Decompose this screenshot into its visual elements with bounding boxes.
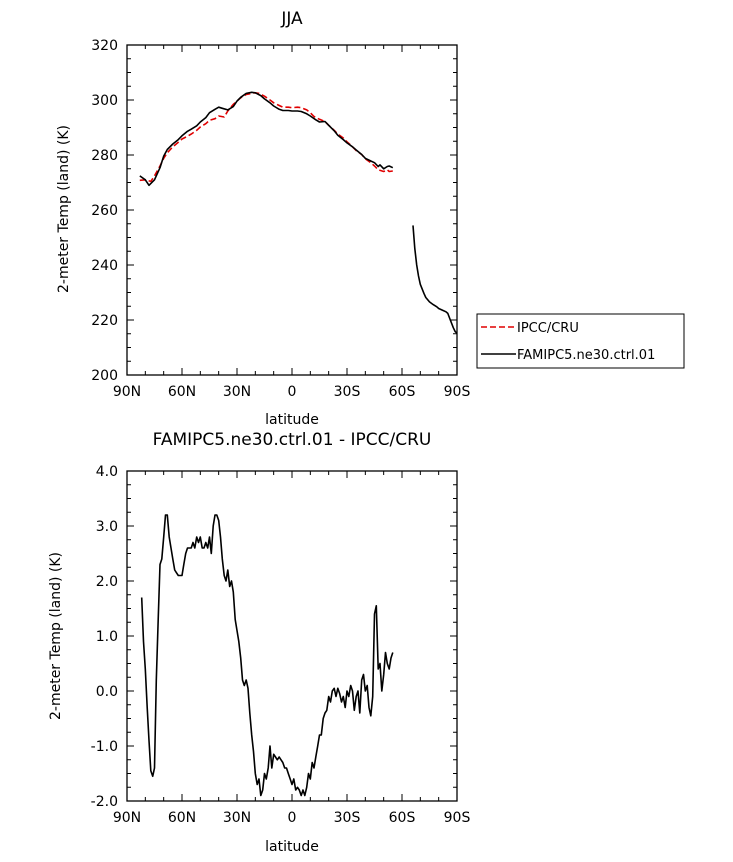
y-tick-label: 2.0	[96, 574, 118, 590]
legend-label-famipc5: FAMIPC5.ne30.ctrl.01	[517, 348, 655, 363]
y-axis-label: 2-meter Temp (land) (K)	[56, 125, 72, 293]
y-axis-label: 2-meter Temp (land) (K)	[48, 552, 64, 720]
y-tick-label: 320	[91, 38, 118, 54]
series-lines	[140, 514, 394, 797]
x-tick-label: 60N	[168, 810, 196, 826]
bottom-panel-difference: FAMIPC5.ne30.ctrl.01 - IPCC/CRU latitude…	[48, 430, 470, 855]
y-tick-label: 260	[91, 203, 118, 219]
x-tick-label: 90N	[113, 384, 141, 400]
x-tick-label: 30N	[223, 810, 251, 826]
y-tick-label: 3.0	[96, 519, 118, 535]
y-tick-label: 220	[91, 313, 118, 329]
x-tick-label: 60S	[389, 384, 416, 400]
chart-title: FAMIPC5.ne30.ctrl.01 - IPCC/CRU	[153, 430, 432, 450]
top-panel-jja: JJA latitude 2-meter Temp (land) (K) 90N…	[56, 9, 470, 428]
x-tick-label: 30S	[334, 810, 361, 826]
plot-frame	[126, 44, 458, 376]
legend-label-ipcc-cru: IPCC/CRU	[517, 321, 579, 336]
x-tick-label: 60N	[168, 384, 196, 400]
x-tick-label: 90S	[444, 810, 471, 826]
x-axis-label: latitude	[265, 412, 319, 428]
x-tick-label: 0	[288, 384, 297, 400]
axis-ticks: 90N 60N 30N 0 30S 60S 90S -2.0 -1.0 0.0 1.0 2.0 3.0 4…	[91, 464, 471, 826]
legend-box	[476, 313, 685, 369]
y-tick-label: 200	[91, 368, 118, 384]
y-tick-label: 1.0	[96, 629, 118, 645]
axis-ticks: 90N 60N 30N 0 30S 60S 90S 200 220 240 260 280 300 320	[91, 38, 470, 400]
y-tick-label: 240	[91, 258, 118, 274]
x-tick-label: 30N	[223, 384, 251, 400]
legend: IPCC/CRU FAMIPC5.ne30.ctrl.01	[476, 313, 685, 369]
x-tick-label: 0	[288, 810, 297, 826]
y-tick-label: 300	[91, 93, 118, 109]
y-tick-label: -2.0	[91, 794, 118, 810]
series-line-difference	[140, 514, 394, 797]
series-line-ipcc-cru	[139, 92, 393, 183]
x-tick-label: 90N	[113, 810, 141, 826]
series-line-famipc5-ne30-ctrl-01	[139, 91, 394, 187]
series-line-famipc5-ne30-ctrl-01	[412, 225, 458, 334]
y-tick-label: 4.0	[96, 464, 118, 480]
y-tick-label: 280	[91, 148, 118, 164]
x-tick-label: 60S	[389, 810, 416, 826]
series-lines	[139, 91, 458, 334]
x-axis-label: latitude	[265, 839, 319, 855]
y-tick-label: 0.0	[96, 684, 118, 700]
x-tick-label: 90S	[444, 384, 471, 400]
x-tick-label: 30S	[334, 384, 361, 400]
plot-frame	[126, 470, 458, 802]
y-tick-label: -1.0	[91, 739, 118, 755]
chart-title: JJA	[280, 9, 303, 29]
